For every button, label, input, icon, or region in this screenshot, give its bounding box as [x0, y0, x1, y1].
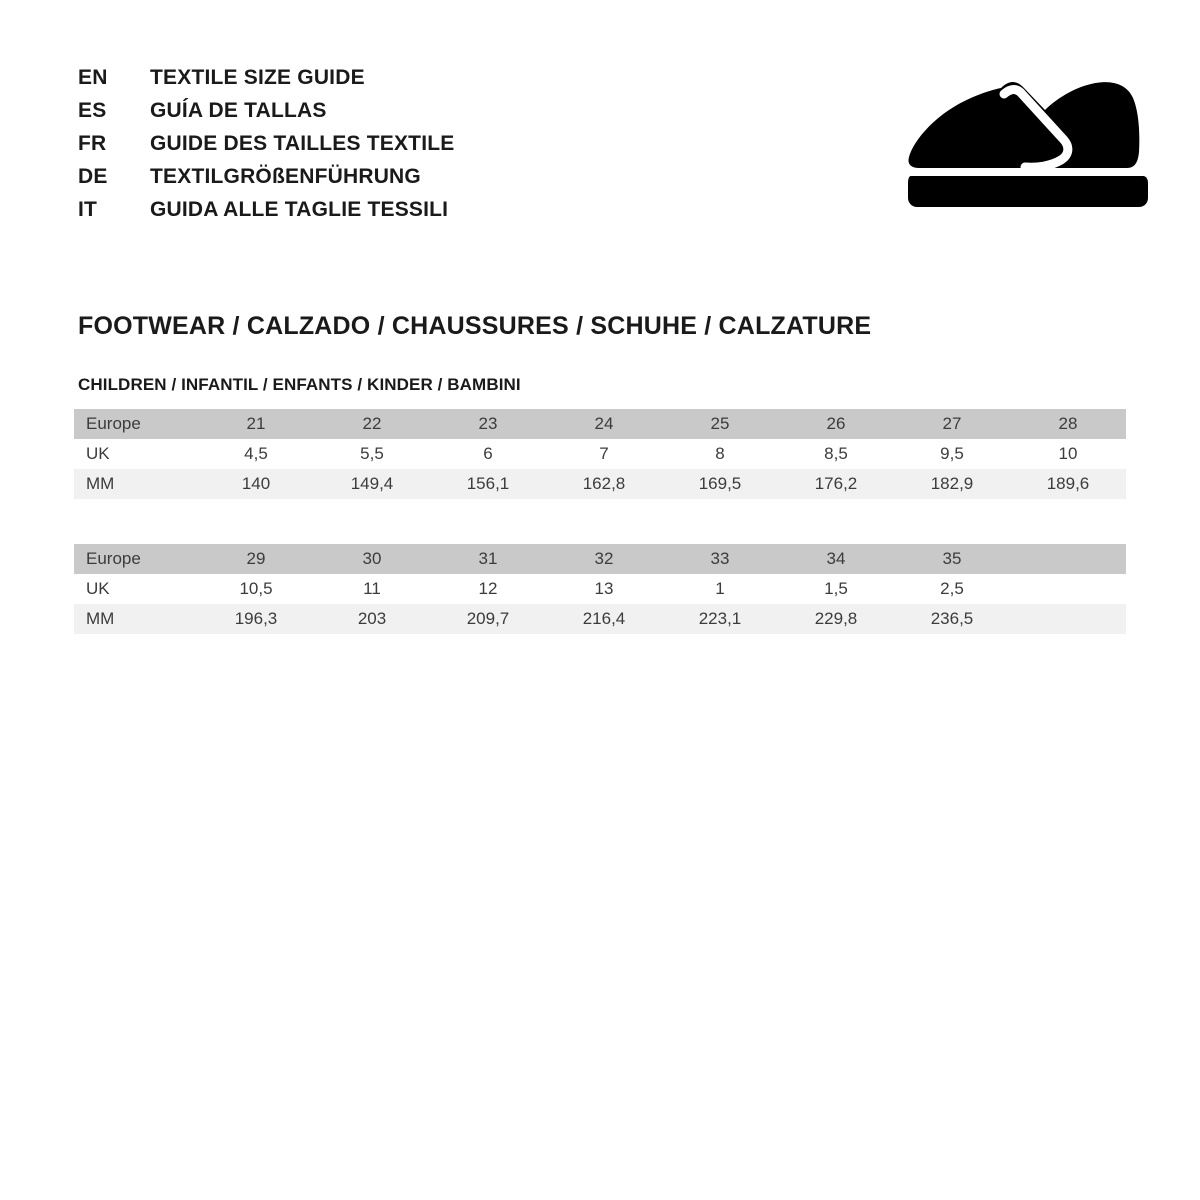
language-code: ES [78, 99, 107, 122]
language-code: DE [78, 165, 108, 188]
table-cell: 8,5 [778, 439, 894, 469]
table-cell: 35 [894, 544, 1010, 574]
table-cell: 140 [198, 469, 314, 499]
language-list: EN TEXTILE SIZE GUIDE ES GUÍA DE TALLAS … [78, 66, 698, 231]
shoe-icon [905, 72, 1150, 217]
table-cell: 6 [430, 439, 546, 469]
table-cell: 203 [314, 604, 430, 634]
language-title: GUIDE DES TAILLES TEXTILE [150, 132, 455, 155]
table-cell: 149,4 [314, 469, 430, 499]
table-cell: 1,5 [778, 574, 894, 604]
table-cell: 4,5 [198, 439, 314, 469]
table-cell-empty [1010, 574, 1126, 604]
row-label-uk: UK [74, 439, 198, 469]
language-title: GUIDA ALLE TAGLIE TESSILI [150, 198, 449, 221]
table-cell: 32 [546, 544, 662, 574]
table-cell: 7 [546, 439, 662, 469]
table-cell: 24 [546, 409, 662, 439]
table-cell: 27 [894, 409, 1010, 439]
table-cell: 162,8 [546, 469, 662, 499]
table-cell: 31 [430, 544, 546, 574]
language-row-fr: FR GUIDE DES TAILLES TEXTILE [78, 132, 698, 165]
table-cell: 10 [1010, 439, 1126, 469]
table-row: Europe 21 22 23 24 25 26 27 28 [74, 409, 1126, 439]
table-cell: 176,2 [778, 469, 894, 499]
table-row: Europe 29 30 31 32 33 34 35 [74, 544, 1126, 574]
table-cell: 26 [778, 409, 894, 439]
size-table-children-small: Europe 21 22 23 24 25 26 27 28 UK 4,5 5,… [74, 409, 1126, 499]
children-section-subtitle: CHILDREN / INFANTIL / ENFANTS / KINDER /… [78, 375, 521, 394]
table-cell: 216,4 [546, 604, 662, 634]
table-cell: 30 [314, 544, 430, 574]
table-cell: 11 [314, 574, 430, 604]
language-row-en: EN TEXTILE SIZE GUIDE [78, 66, 698, 99]
table-cell: 169,5 [662, 469, 778, 499]
table-cell: 29 [198, 544, 314, 574]
language-code: EN [78, 66, 108, 89]
table-cell: 223,1 [662, 604, 778, 634]
table-cell: 1 [662, 574, 778, 604]
table-row: UK 4,5 5,5 6 7 8 8,5 9,5 10 [74, 439, 1126, 469]
table-cell-empty [1010, 604, 1126, 634]
table-cell: 229,8 [778, 604, 894, 634]
table-cell: 2,5 [894, 574, 1010, 604]
table-cell: 33 [662, 544, 778, 574]
table-cell-empty [1010, 544, 1126, 574]
table-cell: 34 [778, 544, 894, 574]
table-cell: 8 [662, 439, 778, 469]
table-row: MM 196,3 203 209,7 216,4 223,1 229,8 236… [74, 604, 1126, 634]
table-cell: 189,6 [1010, 469, 1126, 499]
row-label-mm: MM [74, 604, 198, 634]
language-title: TEXTILE SIZE GUIDE [150, 66, 365, 89]
table-cell: 182,9 [894, 469, 1010, 499]
language-row-it: IT GUIDA ALLE TAGLIE TESSILI [78, 198, 698, 231]
row-label-europe: Europe [74, 544, 198, 574]
table-cell: 12 [430, 574, 546, 604]
table-cell: 236,5 [894, 604, 1010, 634]
row-label-mm: MM [74, 469, 198, 499]
table-row: MM 140 149,4 156,1 162,8 169,5 176,2 182… [74, 469, 1126, 499]
table-cell: 28 [1010, 409, 1126, 439]
table-cell: 5,5 [314, 439, 430, 469]
footwear-section-title: FOOTWEAR / CALZADO / CHAUSSURES / SCHUHE… [78, 312, 872, 340]
table-cell: 10,5 [198, 574, 314, 604]
row-label-uk: UK [74, 574, 198, 604]
table-cell: 9,5 [894, 439, 1010, 469]
table-cell: 21 [198, 409, 314, 439]
table-cell: 209,7 [430, 604, 546, 634]
language-row-de: DE TEXTILGRÖßENFÜHRUNG [78, 165, 698, 198]
table-cell: 25 [662, 409, 778, 439]
language-title: GUÍA DE TALLAS [150, 99, 327, 122]
table-row: UK 10,5 11 12 13 1 1,5 2,5 [74, 574, 1126, 604]
size-table-children-large: Europe 29 30 31 32 33 34 35 UK 10,5 11 1… [74, 544, 1126, 634]
language-code: FR [78, 132, 107, 155]
table-cell: 196,3 [198, 604, 314, 634]
table-cell: 13 [546, 574, 662, 604]
language-title: TEXTILGRÖßENFÜHRUNG [150, 165, 421, 188]
table-cell: 22 [314, 409, 430, 439]
row-label-europe: Europe [74, 409, 198, 439]
language-row-es: ES GUÍA DE TALLAS [78, 99, 698, 132]
table-cell: 23 [430, 409, 546, 439]
language-code: IT [78, 198, 98, 221]
table-cell: 156,1 [430, 469, 546, 499]
